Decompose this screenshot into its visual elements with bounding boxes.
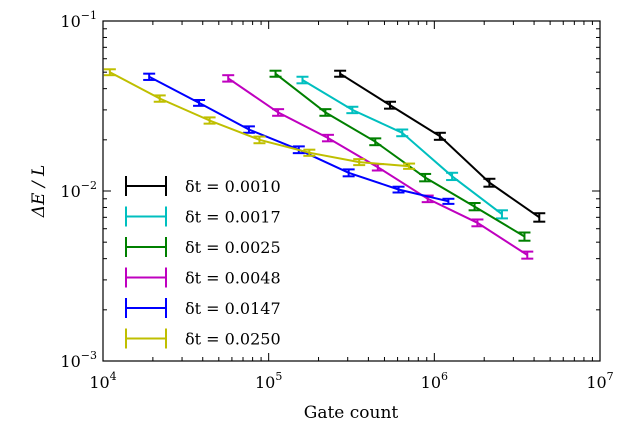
x-tick-label: 106: [421, 370, 448, 392]
error-bar: [342, 168, 355, 178]
error-bar: [103, 68, 116, 77]
y-tick-exponent: −3: [81, 349, 97, 362]
series-0: [334, 69, 546, 223]
legend-label: δt = 0.0048: [185, 269, 281, 288]
x-axis-label: Gate count: [304, 403, 399, 423]
error-bar: [392, 185, 405, 194]
x-tick-base: 10: [89, 373, 109, 392]
legend-label: δt = 0.0250: [185, 330, 281, 349]
error-bar: [143, 72, 156, 81]
x-axis-ticks: 104 105 106 107: [89, 21, 614, 392]
series-1: [296, 75, 508, 220]
error-bar: [153, 94, 166, 103]
x-tick-label: 107: [586, 370, 613, 392]
error-bar: [334, 69, 347, 78]
series-line: [274, 72, 526, 238]
x-tick-exponent: 5: [275, 370, 282, 383]
x-tick-label: 104: [89, 370, 116, 392]
y-tick-exponent: −2: [81, 179, 97, 192]
x-tick-label: 105: [255, 370, 282, 392]
y-tick-base: 10: [60, 12, 80, 31]
error-bar: [468, 201, 481, 212]
y-tick-label: 10−2: [60, 179, 97, 201]
y-tick-base: 10: [60, 352, 80, 371]
x-tick-base: 10: [255, 373, 275, 392]
error-bar: [353, 158, 366, 167]
error-bar: [346, 105, 359, 115]
error-bar: [433, 131, 446, 141]
legend-swatch-5: [125, 328, 167, 349]
legend-label: δt = 0.0025: [185, 238, 281, 257]
legend-label: δt = 0.0017: [185, 208, 281, 227]
x-tick-base: 10: [586, 373, 606, 392]
error-bar: [521, 250, 534, 260]
y-tick-label: 10−1: [60, 9, 97, 31]
series-3: [222, 74, 534, 260]
legend-label: δt = 0.0147: [185, 299, 281, 318]
error-bar: [303, 148, 316, 157]
y-tick-exponent: −1: [81, 9, 97, 22]
legend: δt = 0.0010 δt = 0.0017 δt = 0.0025 δt = 0.…: [125, 176, 281, 349]
error-bar: [321, 133, 334, 143]
error-bar: [533, 212, 546, 223]
error-bar: [442, 197, 455, 205]
error-bar: [253, 135, 266, 145]
error-bar: [242, 125, 255, 134]
x-tick-exponent: 4: [110, 370, 117, 383]
y-tick-base: 10: [60, 182, 80, 201]
error-bar: [272, 108, 285, 117]
y-axis-label: ΔE / L: [29, 165, 49, 219]
error-bar: [471, 218, 484, 228]
legend-swatch-1: [125, 206, 167, 227]
error-bar: [193, 99, 206, 107]
y-axis-ticks: 10−310−210−1: [60, 9, 600, 371]
legend-swatch-2: [125, 237, 167, 257]
error-bar: [396, 128, 409, 138]
error-bar: [495, 209, 508, 220]
error-bar: [383, 100, 396, 110]
plot-marks: [103, 68, 546, 260]
error-bar: [369, 137, 382, 147]
legend-swatch-0: [125, 176, 167, 196]
error-bar: [269, 69, 282, 78]
error-bar: [222, 74, 235, 83]
error-bar: [419, 172, 432, 183]
legend-label: δt = 0.0010: [185, 177, 281, 196]
x-tick-exponent: 6: [441, 370, 448, 383]
series-5: [103, 68, 416, 170]
error-bar: [319, 108, 332, 117]
error-bar: [483, 177, 496, 188]
x-tick-exponent: 7: [607, 370, 614, 383]
legend-swatch-3: [125, 267, 167, 288]
series-2: [269, 69, 531, 242]
y-tick-label: 10−3: [60, 349, 97, 371]
x-tick-base: 10: [421, 373, 441, 392]
error-bar: [296, 75, 309, 85]
error-bar: [446, 171, 459, 182]
error-bar: [403, 162, 416, 170]
error-bar: [203, 116, 216, 125]
error-bar: [518, 231, 531, 242]
legend-swatch-4: [125, 298, 167, 318]
